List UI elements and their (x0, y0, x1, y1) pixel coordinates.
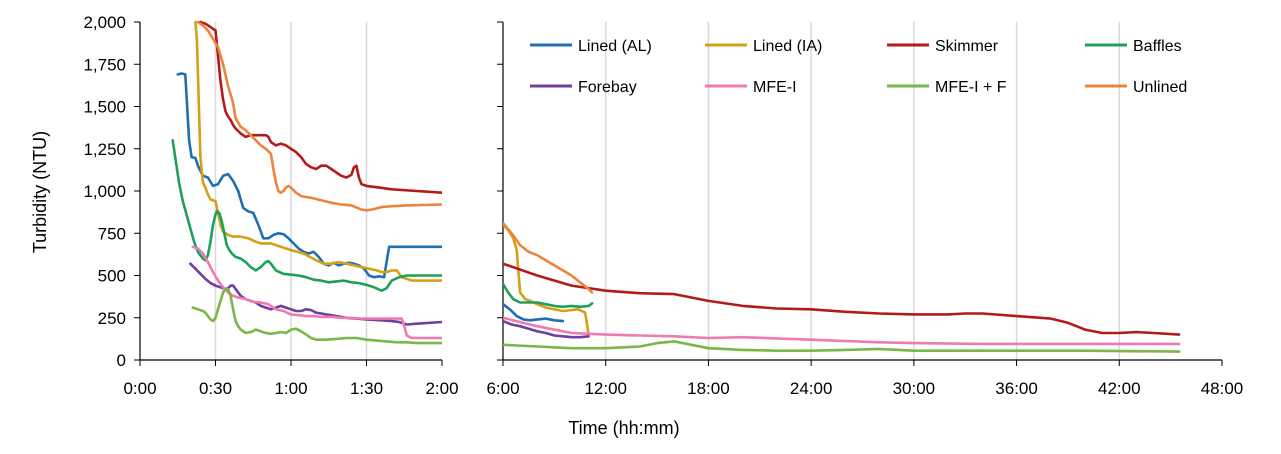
legend-label-lined-al: Lined (AL) (578, 38, 652, 55)
y-tick-label: 0 (117, 351, 126, 370)
series-line-lined-al (503, 302, 565, 323)
y-tick-label: 750 (98, 224, 126, 243)
y-tick-label: 1,250 (83, 140, 126, 159)
legend-label-lined-ia: Lined (IA) (753, 38, 822, 55)
legend-label-skimmer: Skimmer (935, 38, 999, 55)
series-line-forebay (503, 319, 590, 339)
y-tick-label: 1,000 (83, 182, 126, 201)
x-tick-label: 1:30 (350, 379, 383, 398)
x-tick-label: 1:00 (274, 379, 307, 398)
legend-label-mfe-i-f: MFE-I + F (935, 79, 1007, 96)
y-tick-label: 1,750 (83, 55, 126, 74)
series-line-mfe-i-f (191, 287, 442, 345)
x-axis-title: Time (hh:mm) (568, 418, 679, 438)
series-line-skimmer (503, 262, 1181, 336)
x-tick-label: 48:00 (1201, 379, 1244, 398)
x-tick-label: 30:00 (893, 379, 936, 398)
x-tick-label: 42:00 (1098, 379, 1141, 398)
legend-label-baffles: Baffles (1133, 38, 1182, 55)
series-line-mfe-i-f (503, 340, 1181, 353)
series-line-unlined (196, 20, 442, 212)
gridlines (214, 22, 1121, 360)
x-tick-label: 36:00 (995, 379, 1038, 398)
series-line-baffles (503, 282, 594, 309)
x-tick-label: 12:00 (584, 379, 627, 398)
y-axis-title: Turbidity (NTU) (30, 131, 50, 253)
series-line-unlined (503, 221, 594, 294)
y-tick-label: 250 (98, 309, 126, 328)
panel-series-group (171, 20, 442, 345)
series-line-mfe-i (191, 245, 442, 340)
x-tick-label: 18:00 (687, 379, 730, 398)
axes: 0 250 500 750 1,000 1,250 1,500 1,750 2,000 0:00 0… (83, 13, 1243, 398)
x-tick-label: 6:00 (486, 379, 519, 398)
data-series (171, 20, 1181, 353)
x-tick-label: 0:00 (123, 379, 156, 398)
x-tick-label: 2:00 (425, 379, 458, 398)
series-line-baffles (171, 139, 442, 293)
legend-label-mfe-i: MFE-I (753, 79, 797, 96)
y-tick-label: 2,000 (83, 13, 126, 32)
series-line-lined-ia (503, 223, 590, 336)
legend-label-forebay: Forebay (578, 79, 637, 96)
series-line-lined-ia (194, 20, 442, 282)
x-tick-label: 24:00 (790, 379, 833, 398)
series-line-mfe-i (503, 316, 1181, 346)
x-tick-label: 0:30 (199, 379, 232, 398)
series-line-lined-al (176, 72, 442, 279)
legend: Lined (AL) Lined (IA) Skimmer Baffles Foreba… (530, 38, 1187, 96)
series-line-skimmer (199, 20, 442, 194)
legend-label-unlined: Unlined (1133, 79, 1187, 96)
panel-series-group (503, 221, 1181, 353)
y-tick-label: 1,500 (83, 98, 126, 117)
y-tick-label: 500 (98, 267, 126, 286)
